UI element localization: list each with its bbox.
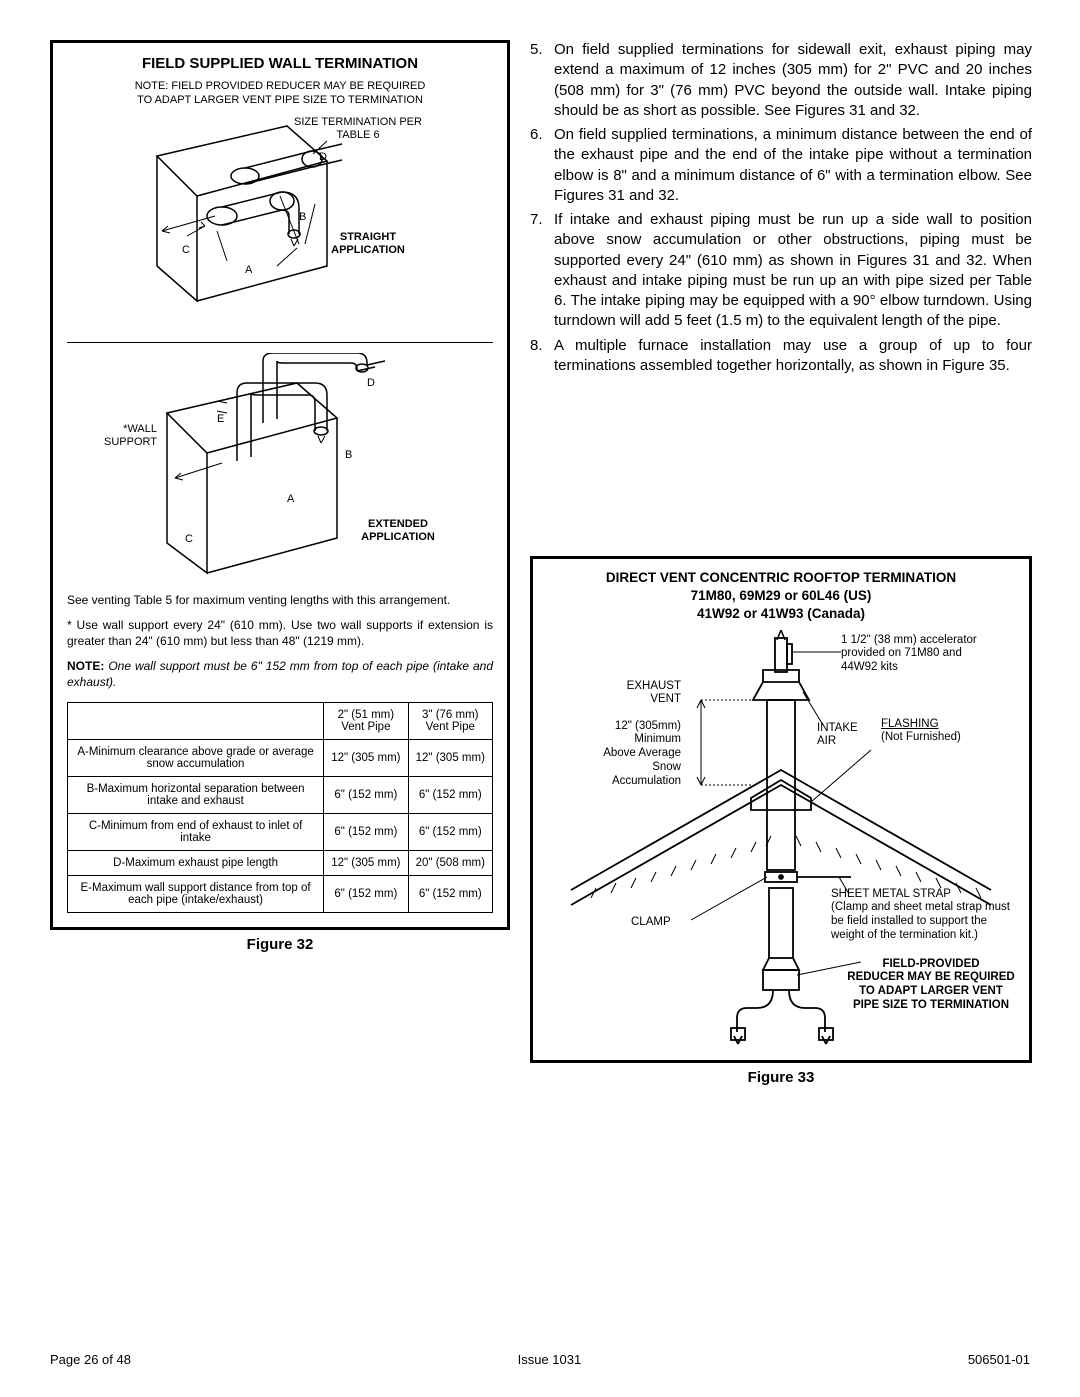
table-cell-label: E-Maximum wall support distance from top… [68, 876, 324, 913]
table-cell-v1: 6" (152 mm) [324, 814, 408, 851]
figure-33-title-l3: 41W92 or 41W93 (Canada) [697, 606, 865, 621]
figure-32-top-note: NOTE: FIELD PROVIDED REDUCER MAY BE REQU… [131, 80, 429, 108]
table-row: E-Maximum wall support distance from top… [68, 876, 493, 913]
table-header-blank [68, 703, 324, 740]
exhaust-vent-label: EXHAUST VENT [611, 680, 681, 708]
reducer-l3: TO ADAPT LARGER VENT [859, 985, 1003, 997]
table-cell-label: C-Minimum from end of exhaust to inlet o… [68, 814, 324, 851]
reducer-l2: REDUCER MAY BE REQUIRED [847, 971, 1014, 983]
figure-32-para3: NOTE: One wall support must be 6" 152 mm… [67, 659, 493, 690]
letter-b: B [299, 211, 306, 224]
straight-application-diagram: SIZE TERMINATION PER TABLE 6 D B C A STR… [67, 116, 493, 336]
table-row: B-Maximum horizontal separation between … [68, 777, 493, 814]
table-row: D-Maximum exhaust pipe length12" (305 mm… [68, 851, 493, 876]
table-cell-v2: 20" (508 mm) [408, 851, 492, 876]
table-cell-v1: 6" (152 mm) [324, 777, 408, 814]
letter-d-2: D [367, 377, 375, 390]
table-header-col2: 3" (76 mm) Vent Pipe [408, 703, 492, 740]
table-cell-v1: 12" (305 mm) [324, 740, 408, 777]
flashing-l1: FLASHING [881, 718, 939, 730]
reducer-l1: FIELD-PROVIDED [882, 958, 979, 970]
dimensions-table: 2" (51 mm) Vent Pipe 3" (76 mm) Vent Pip… [67, 702, 493, 913]
min-snow-l4: Snow [652, 761, 681, 773]
footer-right: 506501-01 [968, 1352, 1030, 1367]
letter-e: E [217, 413, 224, 426]
figure-33-title: DIRECT VENT CONCENTRIC ROOFTOP TERMINATI… [541, 569, 1021, 624]
table-cell-v2: 6" (152 mm) [408, 777, 492, 814]
flashing-l2: (Not Furnished) [881, 731, 961, 743]
figure-32-caption: Figure 32 [50, 936, 510, 953]
instruction-item: 8.A multiple furnace installation may us… [530, 336, 1032, 377]
letter-a: A [245, 264, 252, 277]
instruction-text: On field supplied terminations, a minimu… [554, 125, 1032, 206]
flashing-label: FLASHING (Not Furnished) [881, 718, 1001, 746]
instruction-text: On field supplied terminations for sidew… [554, 40, 1032, 121]
min-snow-l2: Minimum [634, 733, 681, 745]
table-cell-v2: 6" (152 mm) [408, 814, 492, 851]
wall-support-label: *WALL SUPPORT [87, 423, 157, 449]
min-snow-block: 12" (305mm) Minimum Above Average Snow A… [571, 720, 681, 789]
page-footer: Page 26 of 48 Issue 1031 506501-01 [50, 1352, 1030, 1367]
min-snow-l1: 12" (305mm) [615, 720, 681, 732]
table-header-col1: 2" (51 mm) Vent Pipe [324, 703, 408, 740]
figure-33-box: DIRECT VENT CONCENTRIC ROOFTOP TERMINATI… [530, 556, 1032, 1063]
sheet-metal-l1: SHEET METAL STRAP [831, 888, 951, 900]
letter-a-2: A [287, 493, 294, 506]
sheet-metal-label: SHEET METAL STRAP (Clamp and sheet metal… [831, 888, 1011, 943]
accelerator-label: 1 1/2" (38 mm) accelerator provided on 7… [841, 634, 1001, 675]
exhaust-vent-text: EXHAUST VENT [627, 680, 681, 706]
letter-c: C [182, 244, 190, 257]
min-snow-l3: Above Average [603, 747, 681, 759]
figure-32-title: FIELD SUPPLIED WALL TERMINATION [67, 55, 493, 72]
instruction-number: 7. [530, 210, 554, 332]
straight-application-label: STRAIGHT APPLICATION [313, 231, 423, 257]
reducer-label: FIELD-PROVIDED REDUCER MAY BE REQUIRED T… [841, 958, 1021, 1013]
instruction-text: A multiple furnace installation may use … [554, 336, 1032, 377]
intake-air-label: INTAKE AIR [817, 722, 877, 750]
min-snow-l5: Accumulation [612, 775, 681, 787]
letter-c-2: C [185, 533, 193, 546]
instruction-number: 6. [530, 125, 554, 206]
table-row: C-Minimum from end of exhaust to inlet o… [68, 814, 493, 851]
table-cell-label: D-Maximum exhaust pipe length [68, 851, 324, 876]
table-row: A-Minimum clearance above grade or avera… [68, 740, 493, 777]
table-cell-label: A-Minimum clearance above grade or avera… [68, 740, 324, 777]
figure-33-title-l2: 71M80, 69M29 or 60L46 (US) [691, 588, 872, 603]
instruction-item: 7.If intake and exhaust piping must be r… [530, 210, 1032, 332]
figure-32-para3-bold: NOTE: [67, 659, 104, 673]
letter-b-2: B [345, 449, 352, 462]
figure-32-para1: See venting Table 5 for maximum venting … [67, 593, 493, 609]
instruction-item: 5.On field supplied terminations for sid… [530, 40, 1032, 121]
footer-center: Issue 1031 [518, 1352, 582, 1367]
extended-application-diagram: *WALL SUPPORT E D B A C EXTENDED APPLICA… [67, 353, 493, 583]
table-cell-label: B-Maximum horizontal separation between … [68, 777, 324, 814]
reducer-l4: PIPE SIZE TO TERMINATION [853, 999, 1009, 1011]
instruction-list: 5.On field supplied terminations for sid… [530, 40, 1032, 376]
table-cell-v2: 6" (152 mm) [408, 876, 492, 913]
letter-d: D [319, 151, 327, 164]
figure-32-para2: * Use wall support every 24" (610 mm). U… [67, 618, 493, 649]
extended-application-label: EXTENDED APPLICATION [343, 518, 453, 544]
table-cell-v1: 6" (152 mm) [324, 876, 408, 913]
instruction-text: If intake and exhaust piping must be run… [554, 210, 1032, 332]
table-cell-v1: 12" (305 mm) [324, 851, 408, 876]
figure-32-box: FIELD SUPPLIED WALL TERMINATION NOTE: FI… [50, 40, 510, 930]
figure-32-divider [67, 342, 493, 343]
table-header-row: 2" (51 mm) Vent Pipe 3" (76 mm) Vent Pip… [68, 703, 493, 740]
figure-33-caption: Figure 33 [530, 1069, 1032, 1086]
figure-33-diagram: EXHAUST VENT 1 1/2" (38 mm) accelerator … [541, 630, 1021, 1050]
instruction-number: 8. [530, 336, 554, 377]
footer-left: Page 26 of 48 [50, 1352, 131, 1367]
instruction-item: 6.On field supplied terminations, a mini… [530, 125, 1032, 206]
figure-32-para3-ital: One wall support must be 6" 152 mm from … [67, 659, 493, 689]
clamp-label: CLAMP [631, 916, 671, 930]
size-termination-label: SIZE TERMINATION PER TABLE 6 [293, 116, 423, 142]
sheet-metal-l2: (Clamp and sheet metal strap must be fie… [831, 901, 1010, 941]
figure-33-title-l1: DIRECT VENT CONCENTRIC ROOFTOP TERMINATI… [606, 570, 956, 585]
table-cell-v2: 12" (305 mm) [408, 740, 492, 777]
instruction-number: 5. [530, 40, 554, 121]
